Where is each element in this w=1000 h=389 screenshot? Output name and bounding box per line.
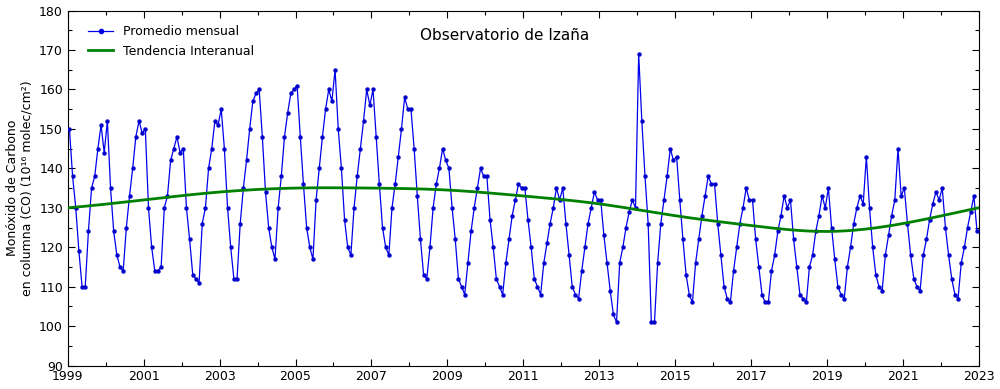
Y-axis label: Monóxido de Carbono
en columna (CO) (10¹⁶ molec/cm²): Monóxido de Carbono en columna (CO) (10¹… xyxy=(6,80,34,296)
Text: Observatorio de Izaña: Observatorio de Izaña xyxy=(420,28,590,43)
Legend: Promedio mensual, Tendencia Interanual: Promedio mensual, Tendencia Interanual xyxy=(83,20,259,63)
